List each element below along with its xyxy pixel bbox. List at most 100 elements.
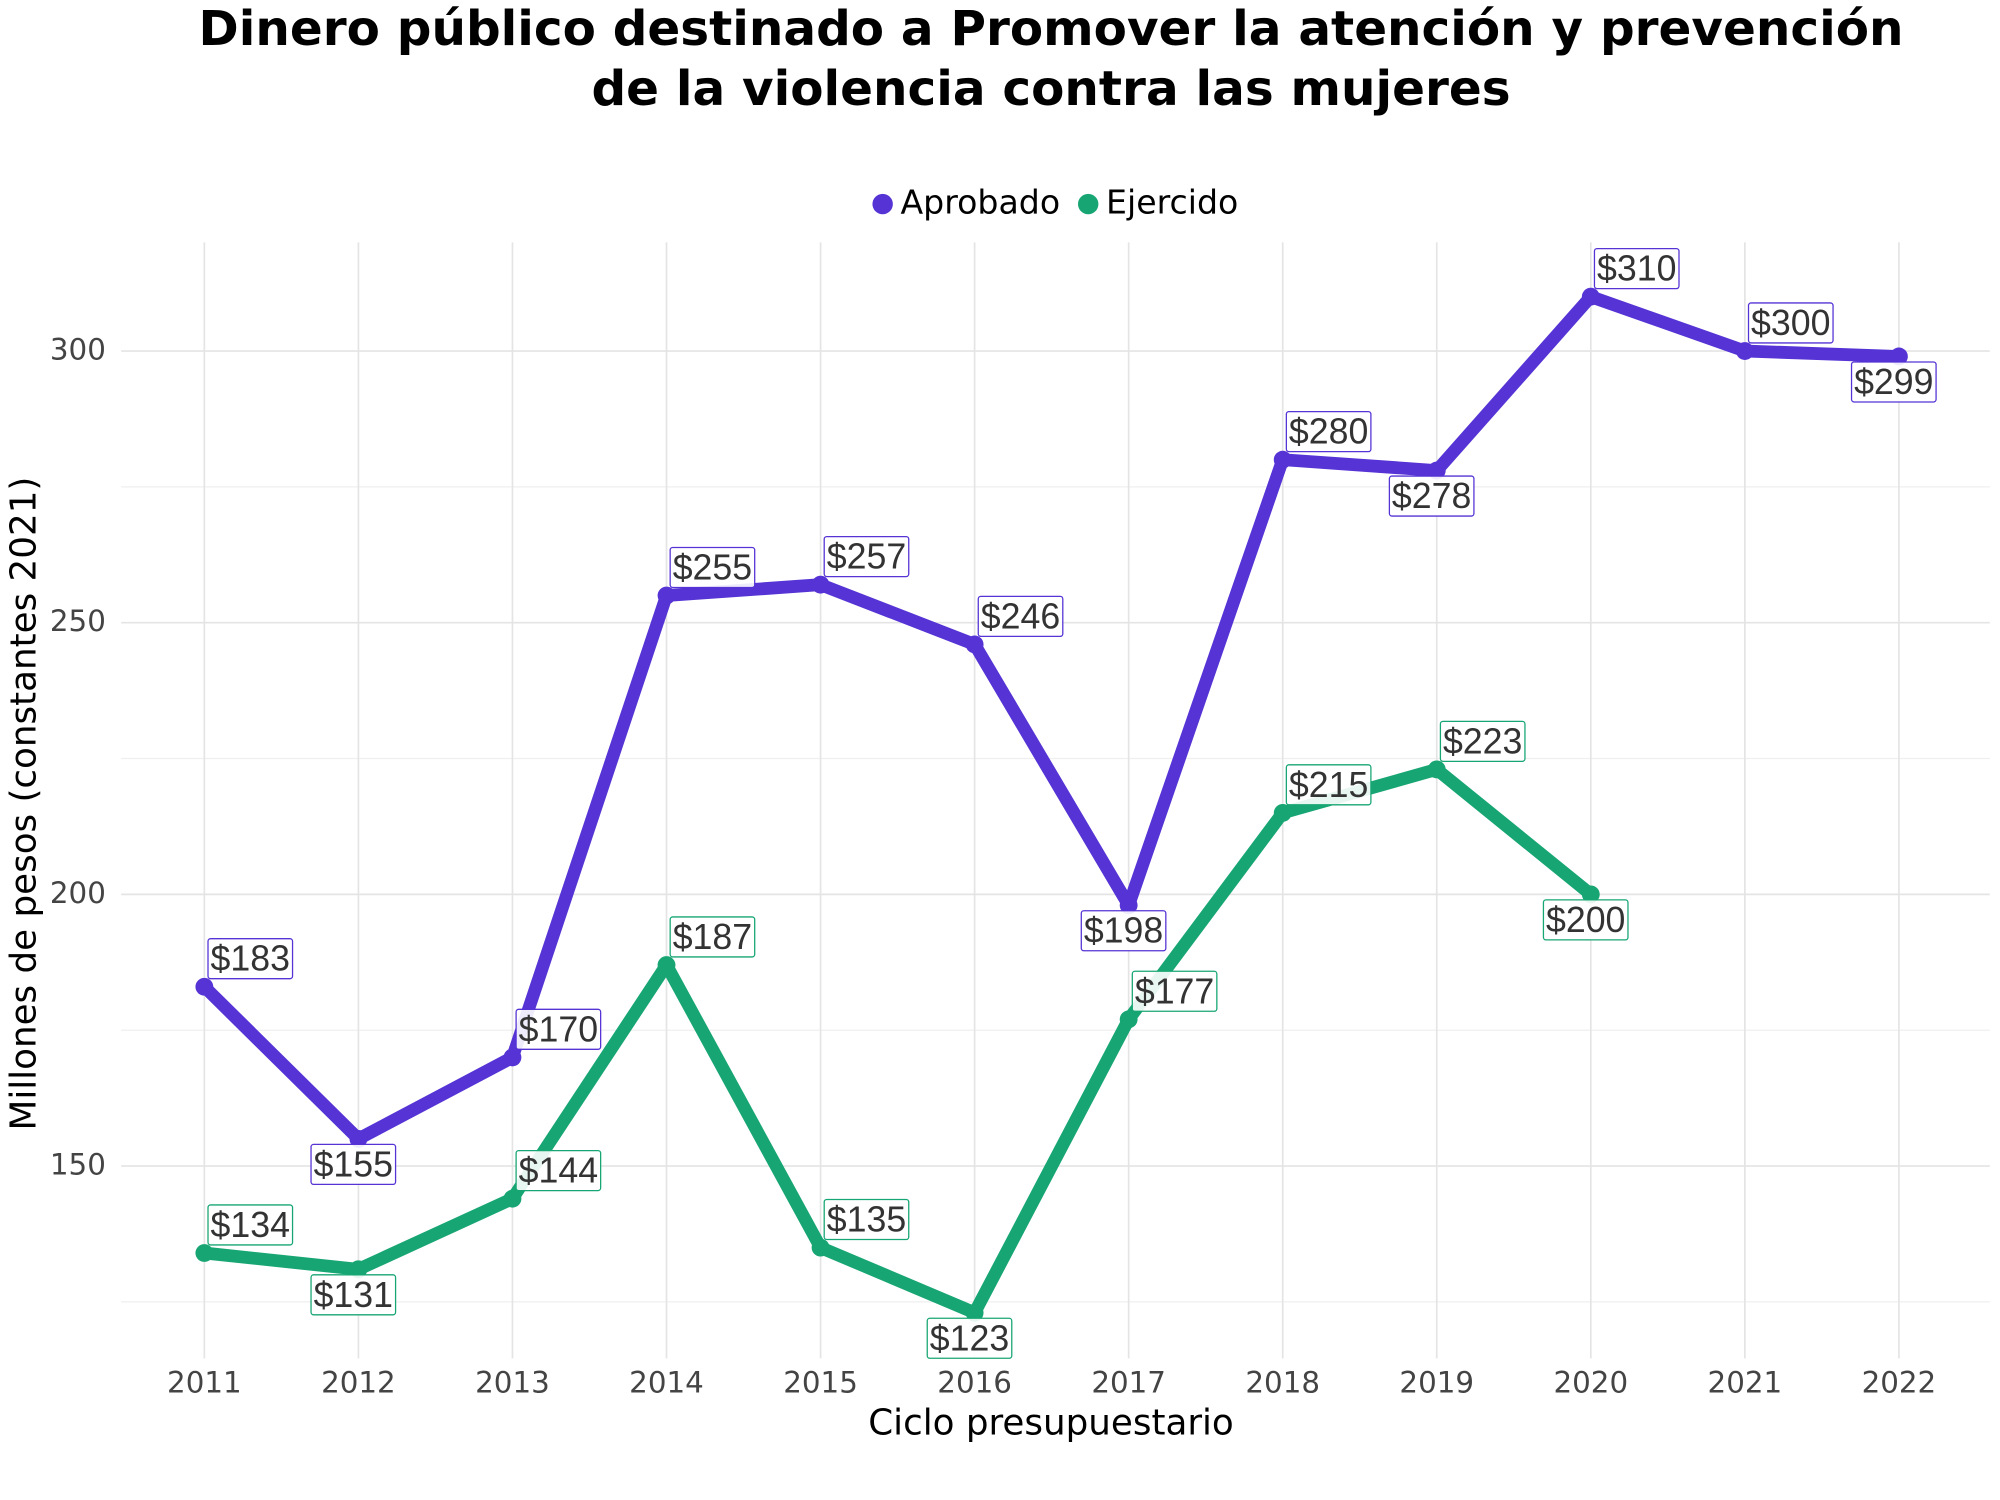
y-tick-label: 300 [50, 333, 106, 367]
value-label: $246 [977, 595, 1064, 638]
legend-swatch [1077, 193, 1099, 215]
label-box [669, 546, 756, 589]
label-box [1747, 302, 1834, 344]
label-box [207, 938, 294, 980]
label-box [1131, 970, 1218, 1012]
x-tick-label: 2019 [1399, 1365, 1474, 1399]
chart-title: Dinero público destinado a Promover la a… [199, 1, 1904, 57]
value-label: $300 [1747, 302, 1834, 344]
data-point [195, 977, 214, 996]
data-label: $134 [211, 1205, 290, 1245]
data-label: $123 [930, 1318, 1009, 1358]
data-point [1119, 1010, 1138, 1029]
label-box [310, 1143, 397, 1186]
value-label: $278 [1388, 475, 1475, 517]
data-label: $223 [1443, 721, 1522, 761]
data-label: $144 [519, 1151, 598, 1191]
data-label: $155 [314, 1144, 393, 1184]
label-box [207, 1204, 294, 1246]
label-box [977, 595, 1064, 638]
data-label: $170 [519, 1009, 598, 1049]
x-tick-label: 2014 [629, 1365, 704, 1399]
value-label: $134 [207, 1204, 294, 1246]
x-tick-label: 2021 [1708, 1365, 1783, 1399]
value-label: $255 [669, 546, 756, 589]
data-point [349, 1129, 368, 1148]
series-line [199, 290, 1900, 1146]
value-label: $223 [1439, 720, 1526, 762]
data-label: $255 [673, 547, 752, 587]
value-label: $177 [1131, 970, 1218, 1012]
label-box [926, 1317, 1013, 1359]
label-box [310, 1274, 397, 1316]
label-box [1080, 910, 1167, 952]
legend: Aprobado Ejercido [872, 183, 1238, 222]
data-point [657, 586, 676, 605]
data-label: $280 [1289, 412, 1368, 452]
label-box [515, 1008, 602, 1050]
value-label: $187 [669, 916, 756, 958]
y-tick-label: 250 [50, 604, 106, 638]
data-point [195, 1244, 214, 1262]
data-label: $215 [1289, 765, 1368, 805]
value-label: $200 [1542, 899, 1629, 941]
grid [121, 242, 1990, 1359]
value-label: $198 [1080, 910, 1167, 952]
data-label: $200 [1546, 900, 1625, 940]
data-label: $177 [1135, 971, 1214, 1011]
label-box [1593, 247, 1680, 290]
data-point [965, 1303, 984, 1322]
data-point [657, 956, 676, 974]
value-label: $215 [1285, 764, 1372, 806]
value-label: $144 [515, 1149, 602, 1192]
data-point [1581, 287, 1600, 306]
value-label: $280 [1285, 410, 1372, 453]
data-point [1273, 450, 1292, 469]
data-point [503, 1048, 522, 1067]
data-point [1427, 760, 1446, 779]
value-label: $155 [310, 1143, 397, 1186]
data-label: $310 [1597, 249, 1676, 289]
x-tick-label: 2020 [1553, 1365, 1628, 1399]
x-tick-label: 2012 [321, 1365, 396, 1399]
y-tick-label: 150 [50, 1148, 106, 1182]
legend-label: Aprobado [901, 183, 1061, 222]
data-point [1889, 347, 1908, 366]
x-tick-label: 2013 [475, 1365, 550, 1399]
data-label: $300 [1751, 303, 1830, 343]
data-point [811, 575, 830, 594]
data-label: $246 [981, 596, 1060, 636]
value-label: $123 [926, 1317, 1013, 1359]
label-box [1542, 899, 1629, 941]
label-box [669, 916, 756, 958]
label-box [1285, 410, 1372, 453]
legend-label: Ejercido [1106, 183, 1238, 222]
label-box [823, 535, 910, 578]
data-point [1119, 896, 1138, 915]
data-point [1581, 885, 1600, 904]
data-label: $187 [673, 917, 752, 957]
label-box [1439, 720, 1526, 762]
x-tick-label: 2011 [167, 1365, 242, 1399]
chart-title: de la violencia contra las mujeres [591, 61, 1510, 117]
x-tick-label: 2022 [1862, 1365, 1937, 1399]
data-point [811, 1238, 830, 1257]
data-point [503, 1189, 522, 1208]
data-label: $183 [211, 939, 290, 979]
data-point [1273, 803, 1292, 822]
value-label: $310 [1593, 247, 1680, 290]
y-axis-title: Millones de pesos (constantes 2021) [4, 477, 45, 1131]
label-box [1388, 475, 1475, 517]
value-label: $131 [310, 1274, 397, 1316]
value-label: $257 [823, 535, 910, 578]
data-point [1427, 461, 1446, 480]
data-point [1735, 342, 1754, 360]
x-axis-title: Ciclo presupuestario [868, 1403, 1234, 1444]
legend-swatch [872, 193, 893, 215]
x-tick-label: 2018 [1245, 1365, 1320, 1399]
data-label: $198 [1084, 911, 1163, 951]
value-label: $183 [207, 938, 294, 980]
x-tick-label: 2015 [783, 1365, 858, 1399]
label-box [823, 1198, 910, 1241]
